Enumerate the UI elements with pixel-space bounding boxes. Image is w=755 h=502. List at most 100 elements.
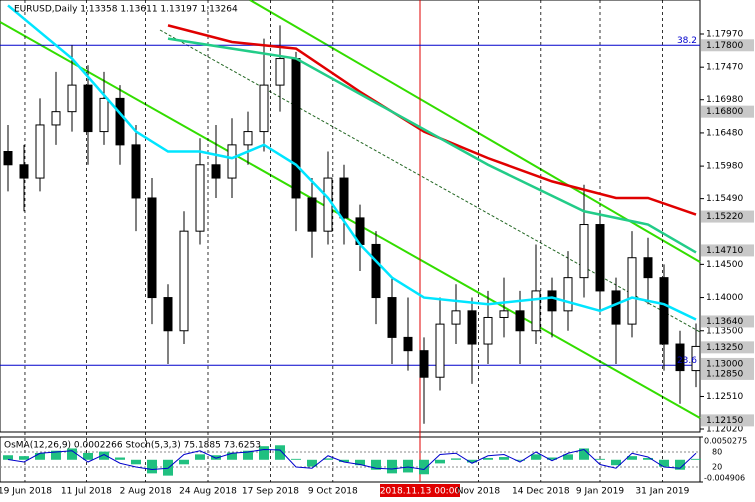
- osma-bar: [563, 454, 573, 460]
- level-box: [701, 357, 754, 370]
- osma-bar: [387, 459, 397, 474]
- x-tick-label: 11 Jul 2018: [61, 487, 112, 497]
- candle-body: [51, 111, 61, 126]
- level-box: [701, 315, 754, 328]
- x-tick-label: 17 Sep 2018: [242, 487, 299, 497]
- level-label: 1.13250: [706, 343, 743, 353]
- candle-body: [643, 257, 653, 279]
- candle-body: [691, 345, 701, 372]
- candle-body: [35, 124, 45, 179]
- x-tick-label: 14 Dec 2018: [512, 487, 570, 497]
- level-label: 1.13000: [706, 359, 743, 369]
- candle-body: [435, 323, 445, 378]
- candle-body: [275, 58, 285, 86]
- candle-body: [211, 164, 221, 179]
- osma-bar: [51, 450, 61, 460]
- osma-bar: [19, 456, 29, 460]
- osma-bar: [275, 445, 285, 460]
- osma-bar: [131, 459, 141, 465]
- candle-body: [323, 177, 333, 232]
- candle-body: [611, 290, 621, 325]
- stoch-line: [7, 448, 697, 471]
- candle-body: [371, 243, 381, 299]
- moving-average: [167, 24, 697, 216]
- stoch-tick-label: 80: [712, 448, 722, 457]
- candle-body: [227, 144, 237, 179]
- candle-body: [627, 257, 637, 325]
- candle-body: [67, 84, 77, 113]
- osma-bar: [179, 459, 189, 465]
- osma-bar: [243, 450, 253, 460]
- osma-bar: [499, 457, 509, 460]
- candle-body: [339, 177, 349, 219]
- candle-body: [19, 164, 29, 179]
- osma-bar: [403, 459, 413, 473]
- level-box: [701, 244, 754, 257]
- osma-bar: [323, 458, 333, 460]
- y-tick-label: 1.17470: [706, 63, 743, 73]
- fib-label: 38.2: [677, 36, 697, 46]
- level-label: 1.13640: [706, 317, 743, 327]
- candle-body: [467, 310, 477, 345]
- osma-bar: [3, 455, 13, 460]
- osma-bar: [355, 459, 365, 466]
- osma-bar: [659, 459, 669, 467]
- osma-bar: [579, 448, 589, 460]
- osma-bar: [451, 458, 461, 460]
- osma-bar: [67, 448, 77, 460]
- y-tick-label: 1.12510: [706, 392, 743, 402]
- osma-bar: [467, 459, 477, 463]
- osma-bar: [115, 457, 125, 460]
- channel-mid-line: [159, 29, 701, 333]
- osma-bar: [211, 455, 221, 460]
- x-tick-label: 24 Aug 2018: [179, 487, 237, 497]
- x-tick-label: 2 Aug 2018: [120, 487, 172, 497]
- level-label: 1.12150: [706, 416, 743, 426]
- candle-body: [99, 97, 109, 133]
- candle-body: [387, 297, 397, 338]
- y-tick-label: 1.17970: [706, 29, 743, 39]
- osma-bar: [291, 458, 301, 460]
- y-tick-label: 1.12020: [706, 425, 743, 435]
- candle-body: [515, 310, 525, 332]
- candle-body: [195, 164, 205, 232]
- osma-bar: [595, 458, 605, 460]
- osma-bar: [515, 459, 525, 461]
- level-box: [701, 210, 754, 223]
- moving-average: [167, 37, 697, 254]
- candle-body: [531, 290, 541, 332]
- candle-body: [563, 277, 573, 312]
- level-label: 1.15220: [706, 212, 743, 222]
- osma-bar: [611, 459, 621, 466]
- osma-bar: [627, 456, 637, 460]
- candle-body: [419, 350, 429, 378]
- stoch-tick-label: 20: [712, 463, 722, 472]
- osma-bar: [339, 459, 349, 463]
- trend-line: [249, 0, 701, 263]
- y-tick-label: 1.16480: [706, 128, 743, 138]
- osma-bar: [371, 459, 381, 470]
- level-box: [701, 105, 754, 118]
- osma-bar: [227, 452, 237, 460]
- candle-body: [547, 290, 557, 312]
- candle-body: [131, 144, 141, 199]
- candle-body: [147, 197, 157, 299]
- candle-body: [307, 197, 317, 232]
- indicator-tick-label: 0.0050275: [704, 437, 747, 446]
- y-tick-label: 1.14000: [706, 293, 743, 303]
- x-tick-label: 19 Jun 2018: [0, 487, 52, 497]
- osma-bar: [531, 454, 541, 460]
- y-tick-label: 1.13500: [706, 326, 743, 336]
- main-pane: [0, 0, 701, 433]
- level-box: [701, 341, 754, 354]
- level-label: 1.16800: [706, 107, 743, 117]
- osma-bar: [99, 451, 109, 460]
- x-tick-label: 2018.11.13 00:00: [380, 487, 461, 497]
- osma-bar: [675, 459, 685, 470]
- osma-bar: [435, 459, 445, 464]
- osma-bar: [547, 457, 557, 460]
- x-tick-label: 31 Jan 2019: [635, 487, 689, 497]
- candle-body: [163, 297, 173, 332]
